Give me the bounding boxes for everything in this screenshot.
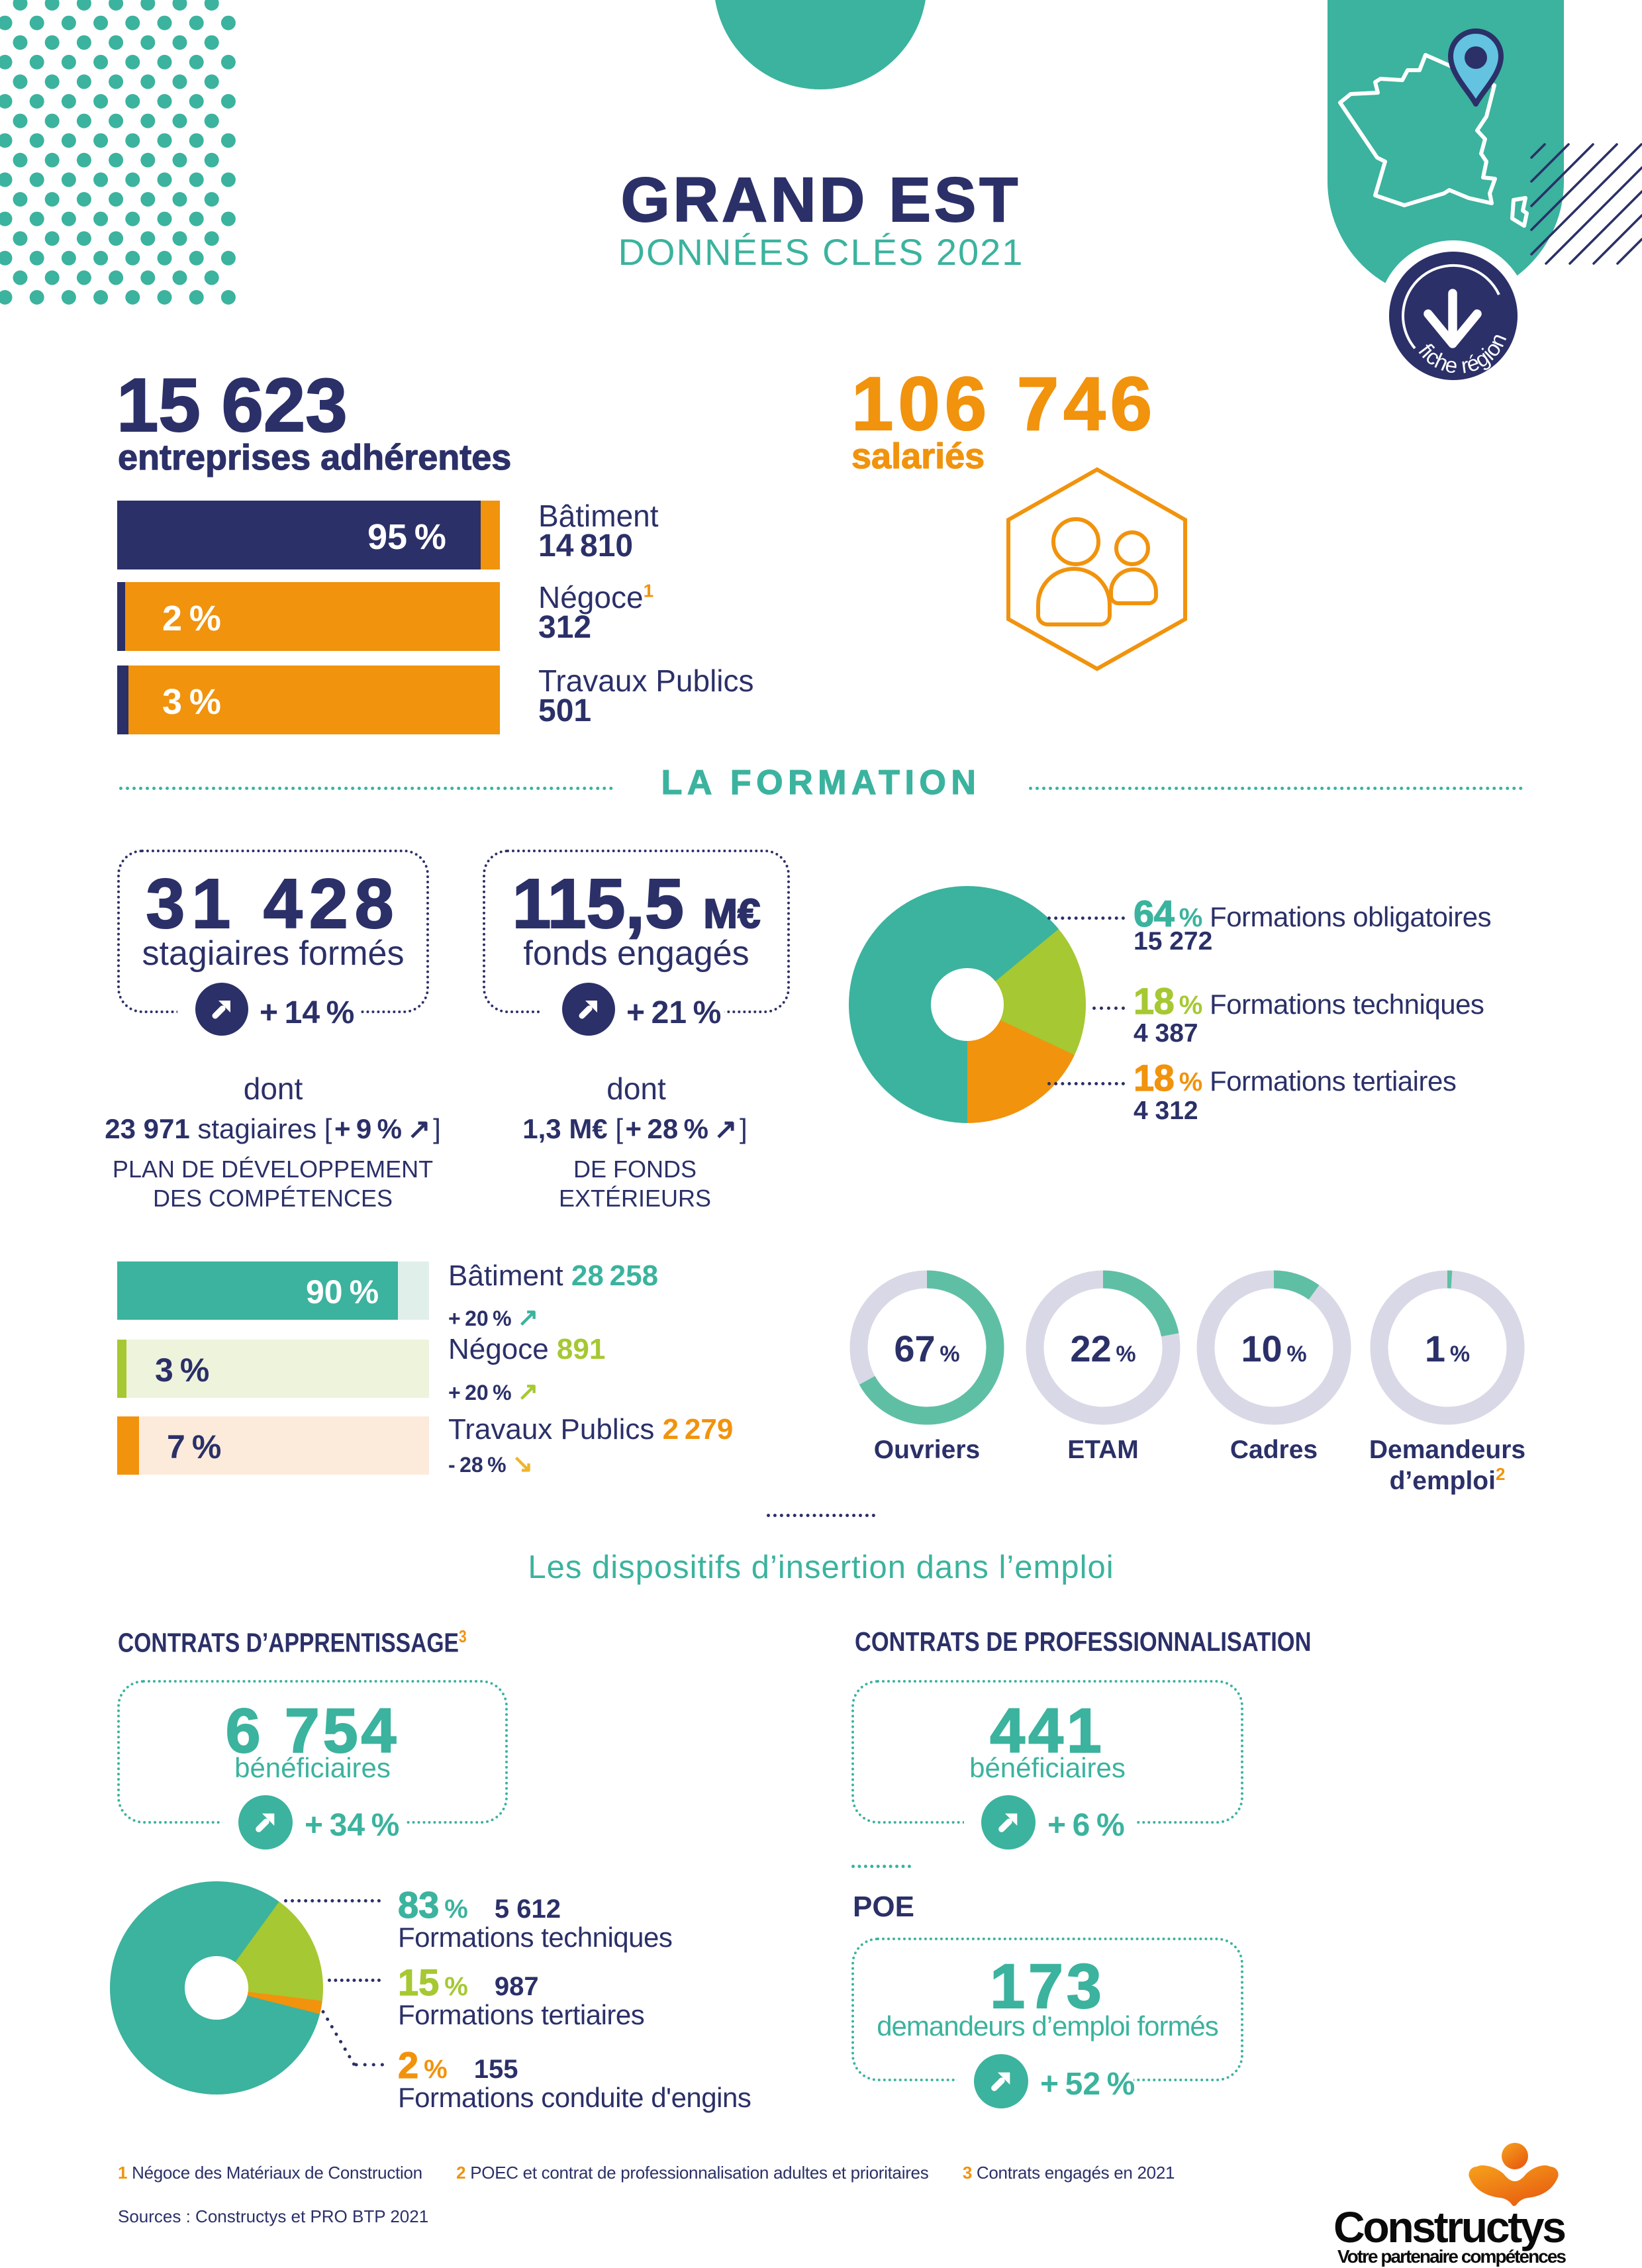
svg-text:Votre partenaire compétences: Votre partenaire compétences — [1337, 2246, 1567, 2267]
svg-text:Constructys: Constructys — [1333, 2202, 1567, 2251]
